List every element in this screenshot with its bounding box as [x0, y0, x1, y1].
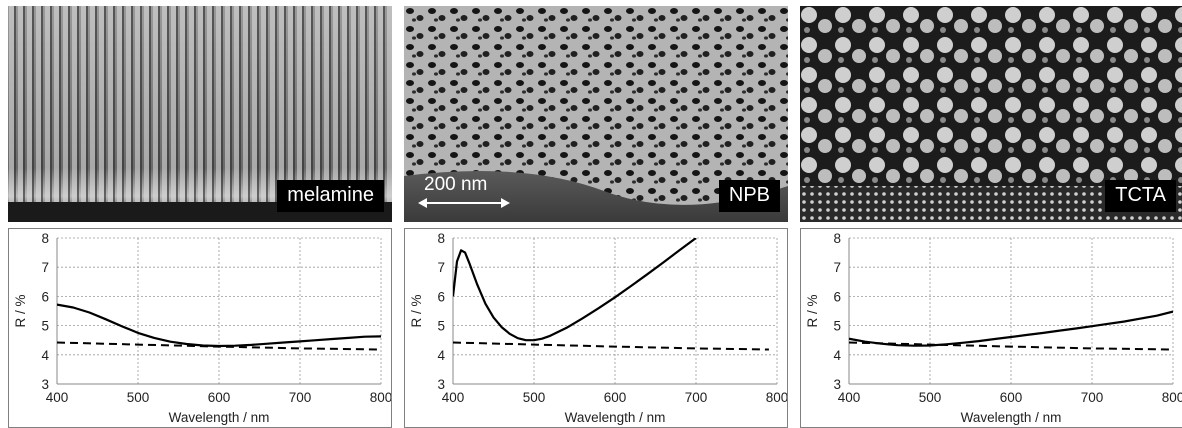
- y-tick-label: 6: [437, 289, 445, 304]
- x-tick-label: 500: [127, 390, 150, 405]
- panel-npb: 200 nm NPB 3 4 5 6 7 8 400 500 600 700 800 Waveleng…: [404, 0, 788, 428]
- chart-svg: 3 4 5 6 7 8 400 500 600 700 800 Wavelength / nm R / …: [13, 231, 391, 425]
- x-tick-label: 700: [1081, 390, 1104, 405]
- scale-bar-label: 200 nm: [424, 174, 488, 195]
- chart-svg: 3 4 5 6 7 8 400 500 600 700 800 Wavelength / nm R / …: [805, 231, 1182, 425]
- x-tick-label: 400: [442, 390, 465, 405]
- x-tick-label: 500: [523, 390, 546, 405]
- reflectance-chart-npb: 3 4 5 6 7 8 400 500 600 700 800 Wavelength / nm R / …: [404, 228, 788, 428]
- x-tick-label: 800: [370, 390, 391, 405]
- y-tick-label: 7: [437, 260, 445, 275]
- y-tick-label: 4: [437, 348, 445, 363]
- scale-bar: 200 nm: [418, 174, 510, 210]
- y-tick-label: 5: [833, 319, 841, 334]
- x-tick-label: 500: [919, 390, 942, 405]
- x-tick-label: 800: [766, 390, 787, 405]
- y-tick-label: 6: [833, 289, 841, 304]
- y-tick-label: 5: [41, 319, 49, 334]
- x-axis-label: Wavelength / nm: [961, 410, 1062, 425]
- y-axis-label: R / %: [805, 294, 820, 327]
- y-tick-label: 8: [833, 231, 841, 246]
- y-tick-label: 3: [41, 377, 49, 392]
- x-tick-label: 700: [289, 390, 312, 405]
- reflectance-line: [453, 238, 697, 342]
- y-tick-label: 7: [41, 260, 49, 275]
- reflectance-chart-melamine: 3 4 5 6 7 8 400 500 600 700 800 Wavelength / nm R / …: [8, 228, 392, 428]
- scale-bar-arrow: [418, 198, 510, 208]
- y-tick-label: 3: [437, 377, 445, 392]
- reference-line-dashed: [453, 341, 769, 351]
- x-tick-label: 400: [838, 390, 861, 405]
- sample-label: NPB: [718, 180, 780, 212]
- x-tick-label: 800: [1162, 390, 1182, 405]
- x-axis-label: Wavelength / nm: [565, 410, 666, 425]
- y-tick-label: 3: [833, 377, 841, 392]
- x-tick-label: 600: [604, 390, 627, 405]
- reference-line-dashed: [849, 341, 1173, 351]
- y-tick-label: 5: [437, 319, 445, 334]
- y-tick-label: 4: [41, 348, 49, 363]
- y-tick-label: 7: [833, 260, 841, 275]
- sample-label: TCTA: [1105, 180, 1176, 212]
- reference-line-dashed: [57, 341, 381, 351]
- y-tick-label: 8: [41, 231, 49, 246]
- panel-melamine: melamine 3 4 5 6 7 8 400 500 600 700 800 Wavelength…: [8, 0, 392, 428]
- x-tick-label: 700: [685, 390, 708, 405]
- panel-tcta: TCTA 3 4 5 6 7 8 400 500 600 700 800 Wavelength / n…: [800, 0, 1182, 428]
- x-tick-label: 400: [46, 390, 69, 405]
- sem-image-melamine: melamine: [8, 6, 392, 222]
- sample-label: melamine: [277, 180, 384, 212]
- y-axis-label: R / %: [13, 294, 28, 327]
- x-tick-label: 600: [208, 390, 231, 405]
- y-tick-label: 4: [833, 348, 841, 363]
- x-axis-label: Wavelength / nm: [169, 410, 270, 425]
- y-axis-label: R / %: [409, 294, 424, 327]
- reflectance-chart-tcta: 3 4 5 6 7 8 400 500 600 700 800 Wavelength / nm R / …: [800, 228, 1182, 428]
- reflectance-line: [849, 310, 1173, 347]
- y-tick-label: 6: [41, 289, 49, 304]
- x-tick-label: 600: [1000, 390, 1023, 405]
- chart-svg: 3 4 5 6 7 8 400 500 600 700 800 Wavelength / nm R / …: [409, 231, 787, 425]
- y-tick-label: 8: [437, 231, 445, 246]
- sem-image-npb: 200 nm NPB: [404, 6, 788, 222]
- sem-image-tcta: TCTA: [800, 6, 1182, 222]
